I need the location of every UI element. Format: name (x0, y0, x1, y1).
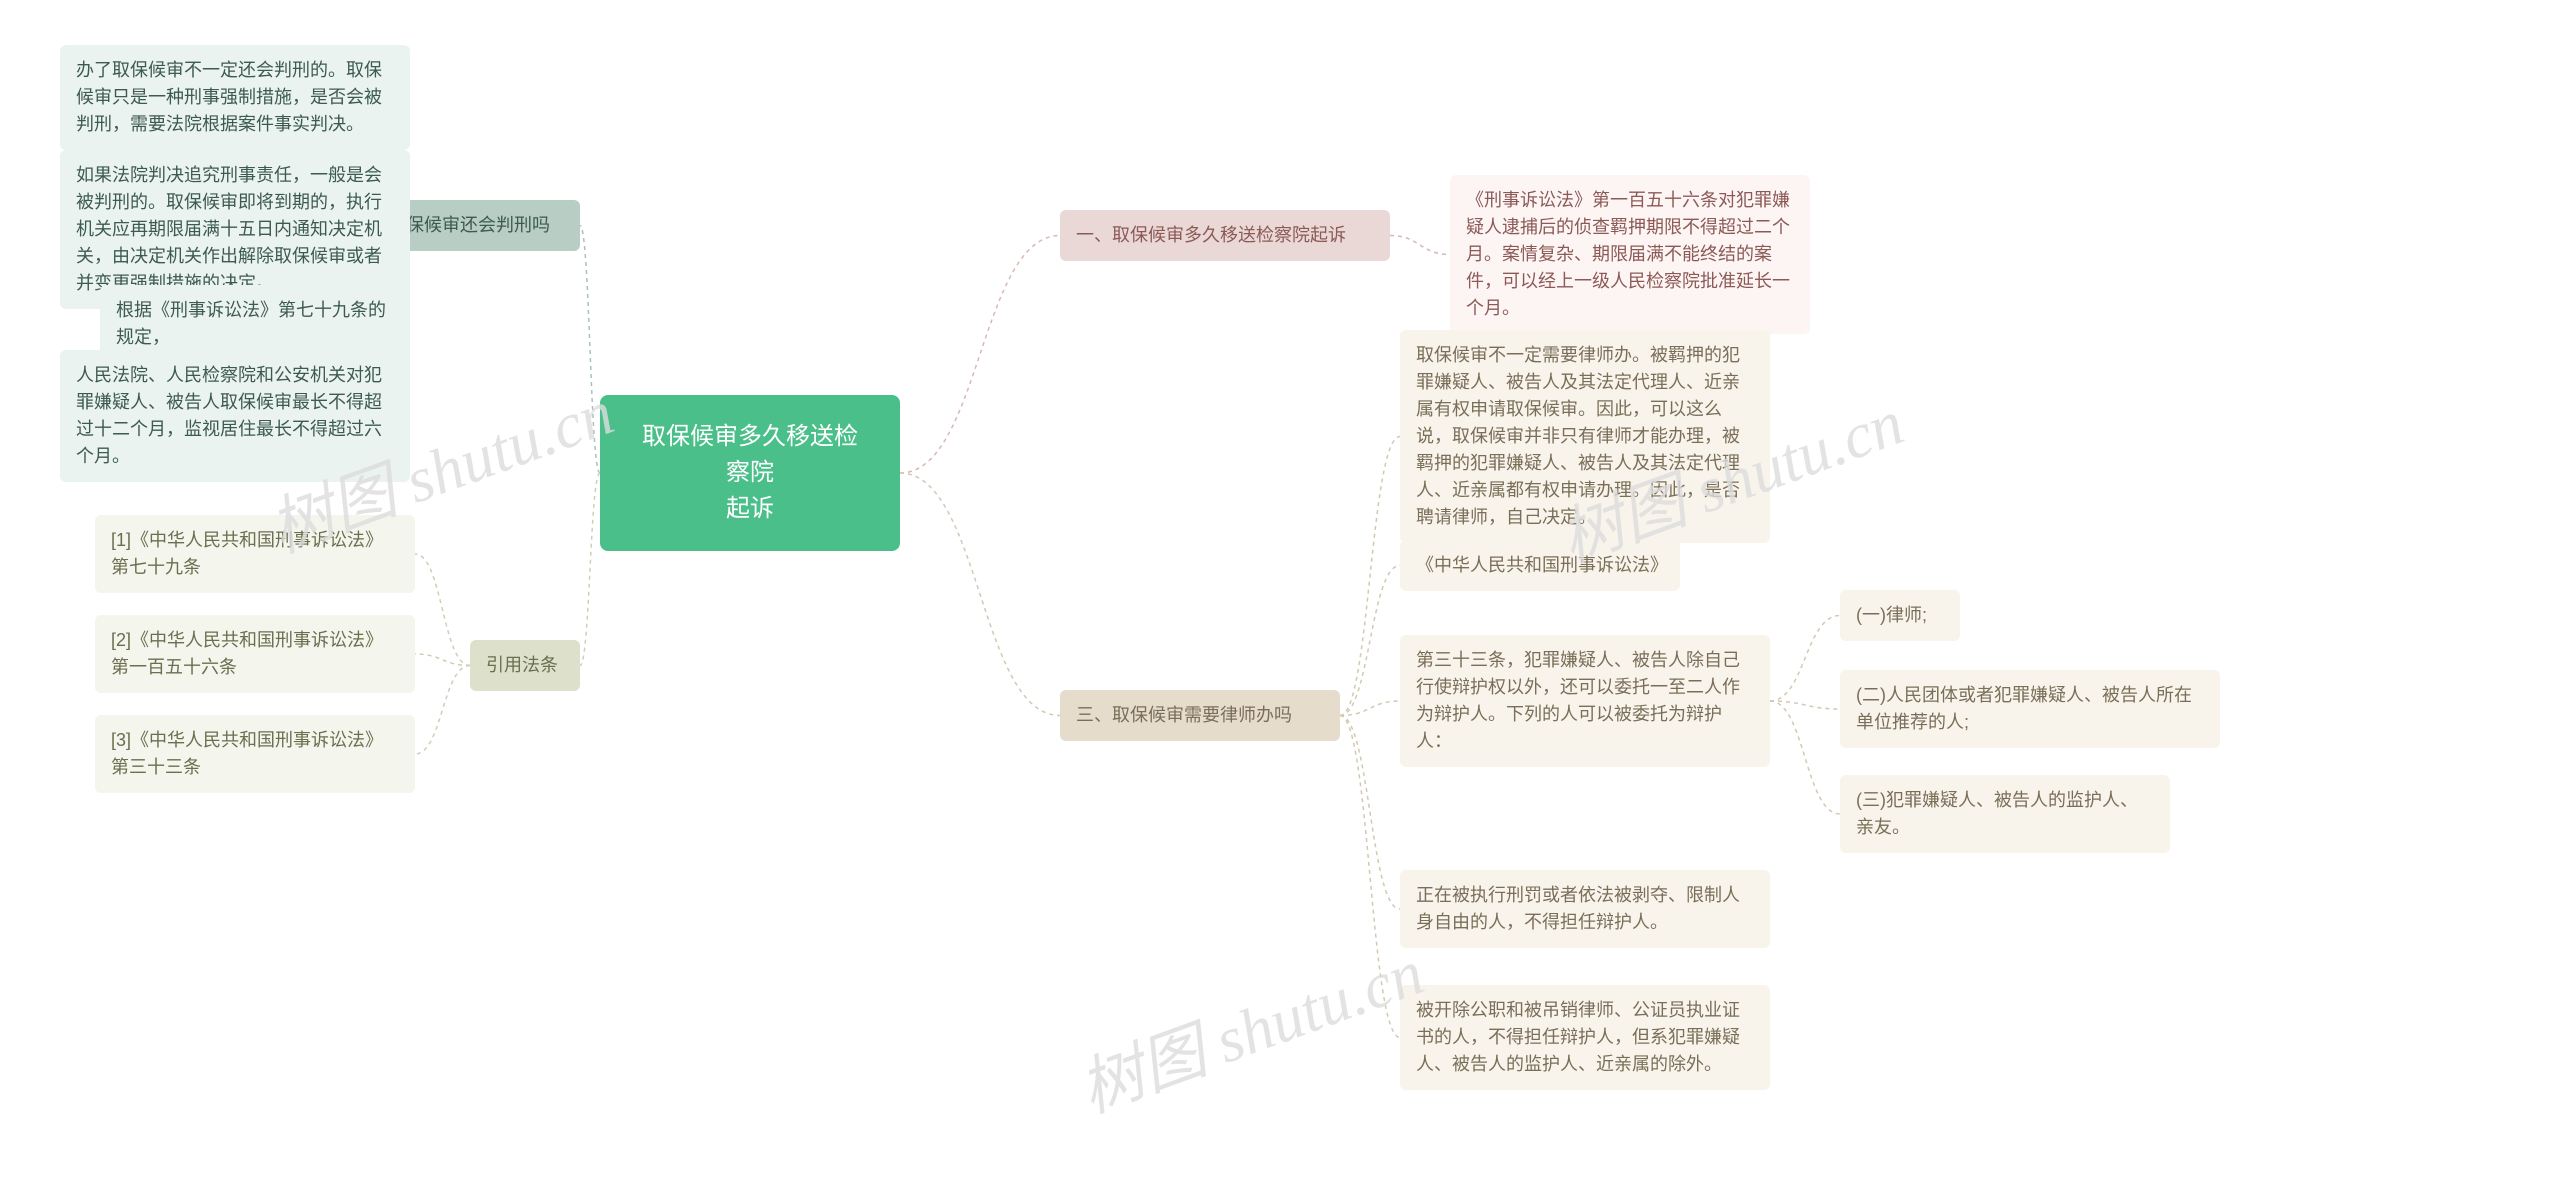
branch-3[interactable]: 引用法条 (470, 640, 580, 691)
branch-3-leaf-2[interactable]: [2]《中华人民共和国刑事诉讼法》 第一百五十六条 (95, 615, 415, 693)
branch-4[interactable]: 三、取保候审需要律师办吗 (1060, 690, 1340, 741)
branch-4-leaf-2[interactable]: 《中华人民共和国刑事诉讼法》 (1400, 540, 1680, 591)
branch-3-leaf-3[interactable]: [3]《中华人民共和国刑事诉讼法》 第三十三条 (95, 715, 415, 793)
branch-4-leaf-3-sub-2[interactable]: (二)人民团体或者犯罪嫌疑人、被告人所在单位推荐的人; (1840, 670, 2220, 748)
root-node[interactable]: 取保候审多久移送检察院 起诉 (600, 395, 900, 551)
branch-1-leaf-1[interactable]: 《刑事诉讼法》第一百五十六条对犯罪嫌疑人逮捕后的侦查羁押期限不得超过二个月。案情… (1450, 175, 1810, 334)
branch-4-leaf-1[interactable]: 取保候审不一定需要律师办。被羁押的犯罪嫌疑人、被告人及其法定代理人、近亲属有权申… (1400, 330, 1770, 543)
branch-3-leaf-1[interactable]: [1]《中华人民共和国刑事诉讼法》 第七十九条 (95, 515, 415, 593)
branch-2-leaf-4[interactable]: 人民法院、人民检察院和公安机关对犯罪嫌疑人、被告人取保候审最长不得超过十二个月，… (60, 350, 410, 482)
branch-4-leaf-3-sub-1[interactable]: (一)律师; (1840, 590, 1960, 641)
branch-2-leaf-1[interactable]: 办了取保候审不一定还会判刑的。取保候审只是一种刑事强制措施，是否会被判刑，需要法… (60, 45, 410, 150)
branch-4-leaf-3-sub-3[interactable]: (三)犯罪嫌疑人、被告人的监护人、亲友。 (1840, 775, 2170, 853)
watermark-3: 树图 shutu.cn (1065, 921, 1434, 1130)
branch-4-leaf-3[interactable]: 第三十三条，犯罪嫌疑人、被告人除自己行使辩护权以外，还可以委托一至二人作为辩护人… (1400, 635, 1770, 767)
branch-4-leaf-4[interactable]: 正在被执行刑罚或者依法被剥夺、限制人身自由的人，不得担任辩护人。 (1400, 870, 1770, 948)
root-title-line2: 起诉 (632, 491, 868, 527)
branch-1[interactable]: 一、取保候审多久移送检察院起诉 (1060, 210, 1390, 261)
root-title-line1: 取保候审多久移送检察院 (632, 419, 868, 491)
branch-4-leaf-5[interactable]: 被开除公职和被吊销律师、公证员执业证书的人，不得担任辩护人，但系犯罪嫌疑人、被告… (1400, 985, 1770, 1090)
